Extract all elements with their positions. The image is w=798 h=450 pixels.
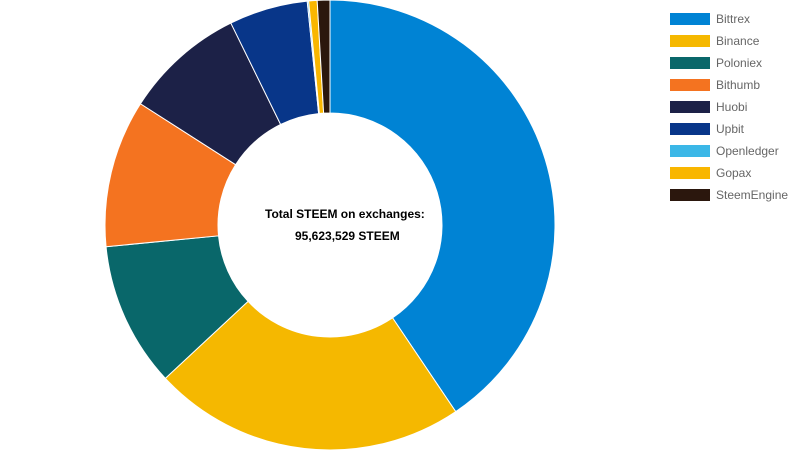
legend-item-gopax[interactable]: Gopax <box>670 162 788 184</box>
legend-label: Gopax <box>716 166 752 180</box>
legend-swatch <box>670 101 710 113</box>
legend-item-binance[interactable]: Binance <box>670 30 788 52</box>
legend-swatch <box>670 167 710 179</box>
legend-item-bithumb[interactable]: Bithumb <box>670 74 788 96</box>
legend-label: SteemEngine <box>716 188 789 202</box>
legend-swatch <box>670 57 710 69</box>
legend-swatch <box>670 35 710 47</box>
slice-steemengine <box>316 0 331 114</box>
legend-label: Openledger <box>716 144 779 158</box>
legend-label: Upbit <box>716 122 745 136</box>
slice-binance <box>164 300 457 450</box>
legend-label: Bithumb <box>716 78 761 92</box>
legend-item-huobi[interactable]: Huobi <box>670 96 788 118</box>
legend-swatch <box>670 79 710 91</box>
legend-label: Huobi <box>716 100 748 114</box>
legend-label: Bittrex <box>716 12 751 26</box>
center-value: 95,623,529 STEEM <box>295 229 400 243</box>
center-title: Total STEEM on exchanges: <box>265 207 425 221</box>
legend-item-upbit[interactable]: Upbit <box>670 118 788 140</box>
legend-item-bittrex[interactable]: Bittrex <box>670 8 788 30</box>
slice-bittrex <box>329 0 556 413</box>
legend-swatch <box>670 13 710 25</box>
legend-swatch <box>670 145 710 157</box>
legend-item-steemengine[interactable]: SteemEngine <box>670 184 788 206</box>
legend: Bittrex Binance Poloniex Bithumb Huobi Upbit O… <box>670 8 788 206</box>
legend-label: Poloniex <box>716 56 763 70</box>
legend-item-openledger[interactable]: Openledger <box>670 140 788 162</box>
legend-item-poloniex[interactable]: Poloniex <box>670 52 788 74</box>
legend-swatch <box>670 189 710 201</box>
legend-swatch <box>670 123 710 135</box>
legend-label: Binance <box>716 34 760 48</box>
